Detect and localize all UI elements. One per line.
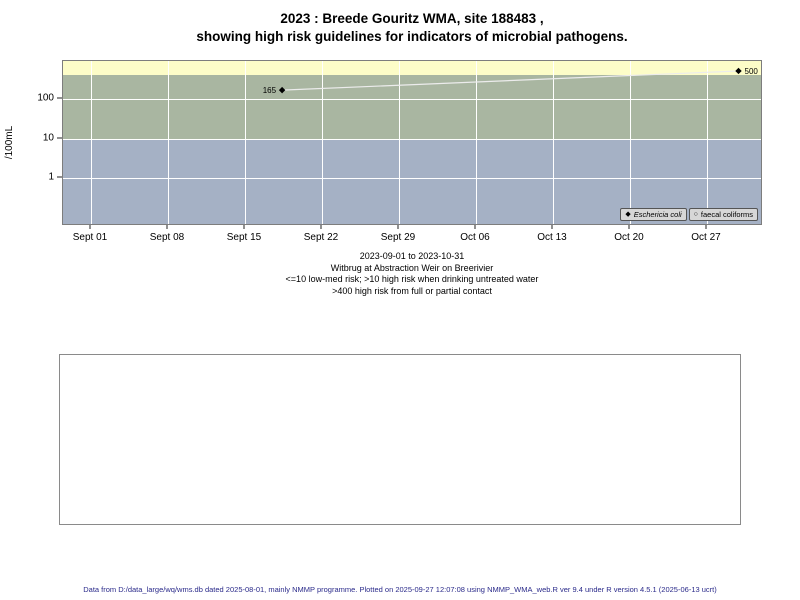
chart-title-line2: showing high risk guidelines for indicat… <box>196 29 628 44</box>
x-tick-mark <box>705 225 707 229</box>
y-tick-mark <box>57 137 62 139</box>
vertical-gridline <box>476 61 477 224</box>
legend-item-faecal-coliforms: ○ faecal coliforms <box>688 208 758 221</box>
vertical-gridline <box>322 61 323 224</box>
x-tick-mark <box>89 225 91 229</box>
x-tick-label: Sept 22 <box>303 232 339 243</box>
x-tick-mark <box>474 225 476 229</box>
ecoli-series-line <box>282 70 739 91</box>
x-tick-mark <box>320 225 322 229</box>
caption-risk-note-contact: >400 high risk from full or partial cont… <box>332 285 492 296</box>
x-tick-label: Sept 15 <box>226 232 262 243</box>
vertical-gridline <box>91 61 92 224</box>
horizontal-gridline <box>63 178 761 180</box>
x-tick-label: Oct 13 <box>537 232 567 243</box>
x-tick-label: Oct 20 <box>614 232 644 243</box>
x-tick-mark <box>551 225 553 229</box>
y-tick-mark <box>57 97 62 99</box>
x-tick-label: Sept 08 <box>149 232 185 243</box>
vertical-gridline <box>399 61 400 224</box>
y-tick-label: 1 <box>48 171 54 183</box>
x-tick-label: Oct 06 <box>460 232 490 243</box>
y-axis-title: /100mL <box>2 60 18 225</box>
chart-legend: ◆ Eschericia coli ○ faecal coliforms <box>620 208 758 221</box>
filled-diamond-icon: ◆ <box>625 211 631 218</box>
y-tick-mark <box>57 176 62 178</box>
point-value-label: 500 <box>745 67 759 76</box>
vertical-gridline <box>707 61 708 224</box>
open-circle-icon: ○ <box>693 211 698 218</box>
chart-title-line1: 2023 : Breede Gouritz WMA, site 188483 , <box>280 11 544 26</box>
legend-label-ecoli: Eschericia coli <box>633 210 682 219</box>
caption-risk-note-drinking: <=10 low-med risk; >10 high risk when dr… <box>285 274 539 284</box>
x-tick-label: Oct 27 <box>691 232 721 243</box>
ecoli-point-marker <box>278 86 286 94</box>
ecoli-point-marker <box>735 67 742 75</box>
legend-item-ecoli: ◆ Eschericia coli <box>620 208 687 221</box>
data-series-svg: 165 500 <box>263 67 759 95</box>
plot-area: 165 500 ◆ Eschericia coli ○ faecal colifo… <box>62 60 762 225</box>
x-tick-mark <box>166 225 168 229</box>
caption-date-range: 2023-09-01 to 2023-10-31 <box>359 251 465 261</box>
y-tick-label: 10 <box>42 132 54 144</box>
horizontal-gridline <box>63 98 761 100</box>
x-tick-mark <box>243 225 245 229</box>
caption-site-name: Witbrug at Abstraction Weir on Breerivie… <box>330 262 494 273</box>
x-tick-mark <box>628 225 630 229</box>
footer-provenance-text: Data from D:/data_large/wq/wms.db dated … <box>83 585 717 594</box>
vertical-gridline <box>168 61 169 224</box>
horizontal-gridline <box>63 138 761 140</box>
x-tick-label: Sept 01 <box>72 232 108 243</box>
vertical-gridline <box>245 61 246 224</box>
vertical-gridline <box>553 61 554 224</box>
x-tick-label: Sept 29 <box>380 232 416 243</box>
empty-second-panel <box>59 354 741 525</box>
y-tick-label: 100 <box>37 92 54 104</box>
chart-title: 2023 : Breede Gouritz WMA, site 188483 ,… <box>62 10 762 46</box>
point-value-label: 165 <box>263 86 277 95</box>
vertical-gridline <box>630 61 631 224</box>
legend-label-faecal-coliforms: faecal coliforms <box>700 210 753 219</box>
y-axis-title-text: /100mL <box>4 125 16 160</box>
chart-plot: 165 500 ◆ Eschericia coli ○ faecal colifo… <box>37 60 762 243</box>
risk-band <box>63 74 761 139</box>
x-tick-mark <box>397 225 399 229</box>
risk-band <box>63 61 761 75</box>
chart-caption: 2023-09-01 to 2023-10-31 Witbrug at Abst… <box>62 251 762 297</box>
